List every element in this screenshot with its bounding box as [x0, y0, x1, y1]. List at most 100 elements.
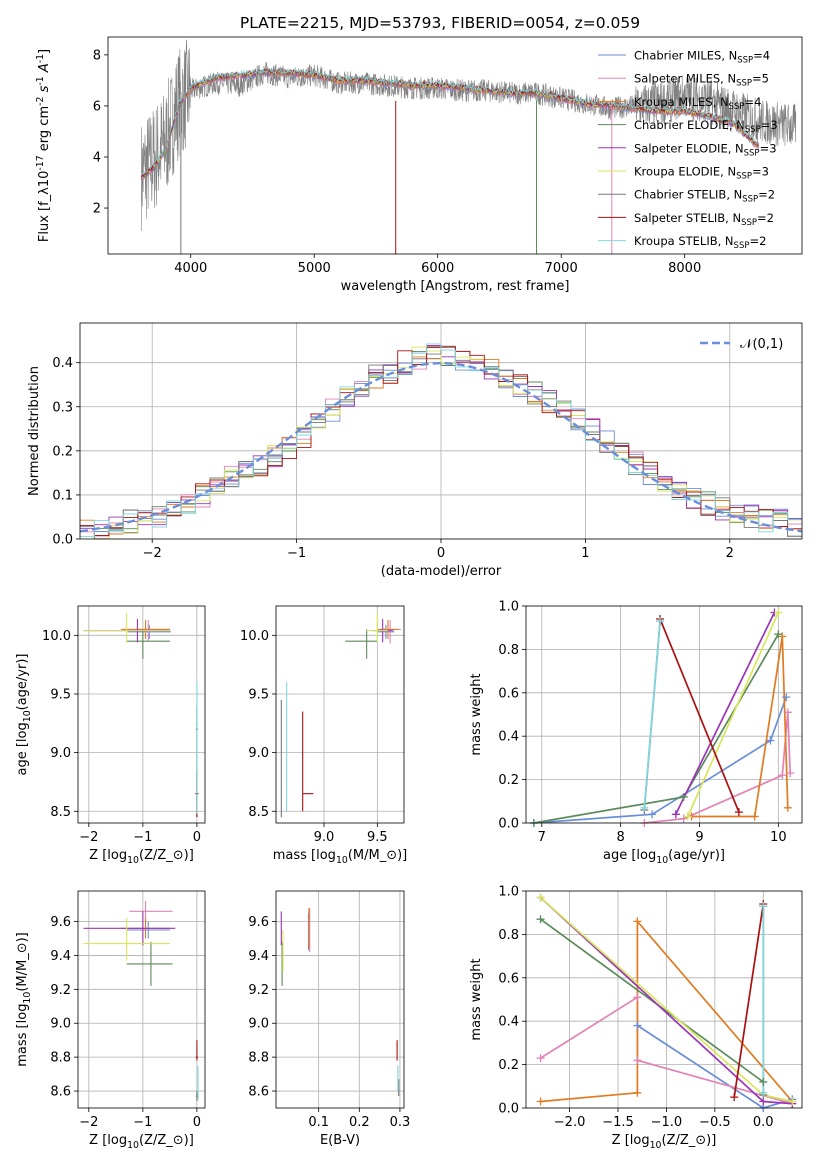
legend-entry-name: Chabrier ELODIE, N [634, 118, 745, 132]
axes-frame [79, 322, 803, 540]
axes-mass-vs-Z: −2 −1 0 8.6 8.8 9.0 9.2 9.4 9.6 Z [log10(Z/Z_⊙)] m… [15, 890, 206, 1151]
weight-marker [788, 1097, 797, 1106]
histogram-series [80, 343, 802, 537]
legend-entry: Chabrier ELODIE, NSSP=3 [634, 118, 778, 135]
y-tick-label: 9.2 [50, 983, 71, 998]
weight-line [691, 636, 789, 818]
y-tick-label: 0.4 [52, 356, 73, 371]
y-tick-label: 0.3 [52, 400, 73, 415]
legend-entry-count: =4 [753, 49, 770, 63]
x-tick-label: 9.5 [367, 830, 388, 845]
y-tick-label: 6 [93, 99, 101, 114]
x-tick-label: −1 [133, 1115, 152, 1130]
y-tick-label: 9.0 [50, 1017, 71, 1032]
legend-entry-name: Kroupa MILES, N [634, 95, 729, 109]
x-tick-label: 7 [538, 830, 546, 845]
y-tick-label: 0.2 [498, 1058, 519, 1073]
weight-marker [750, 812, 759, 821]
x-axis-label: Z [log10(Z/Z_⊙)] [612, 1133, 717, 1151]
x-tick-label: −1 [287, 546, 306, 561]
legend-entry-count: =2 [757, 211, 774, 225]
legend-entry: Chabrier MILES, NSSP=4 [634, 49, 770, 66]
y-tick-label: 4 [93, 150, 101, 165]
x-tick-label: 0.0 [753, 1115, 774, 1130]
weight-marker [671, 810, 680, 819]
y-tick-label: 8.8 [50, 1051, 71, 1066]
plot-area [526, 891, 802, 1108]
x-tick-label: 0.2 [349, 1115, 370, 1130]
x-tick-label: 0.1 [308, 1115, 329, 1130]
weight-marker [633, 1021, 642, 1030]
plot-area [78, 891, 205, 1108]
axes-frame [275, 890, 405, 1109]
y-tick-label: 9.0 [248, 746, 269, 761]
weight-line [733, 903, 765, 1098]
x-tick-label: −1.5 [602, 1115, 634, 1130]
y-tick-label: 8.6 [248, 1085, 269, 1100]
weight-line [643, 621, 661, 808]
x-tick-label: 9 [695, 830, 703, 845]
weight-marker [782, 693, 791, 702]
weight-line [675, 612, 776, 815]
figure-title: PLATE=2215, MJD=53793, FIBERID=0054, z=0… [240, 14, 640, 32]
x-tick-label: 5000 [298, 261, 331, 276]
y-tick-label: 0.6 [498, 971, 519, 986]
weight-marker [536, 1097, 545, 1106]
x-axis-label: E(B-V) [320, 1133, 360, 1148]
normal-curve [80, 361, 802, 533]
weight-marker [734, 808, 743, 817]
y-tick-label: 9.5 [50, 687, 71, 702]
weight-marker [633, 1088, 642, 1097]
weight-marker [633, 993, 642, 1002]
legend-entry: Salpeter STELIB, NSSP=2 [634, 211, 774, 228]
weight-line [540, 919, 793, 1103]
plot-area [80, 323, 802, 539]
y-tick-label: 9.6 [50, 915, 71, 930]
x-tick-label: 7000 [545, 261, 578, 276]
axes-age-vs-mass: 9.0 9.5 8.5 9.0 9.5 10.0 mass [log10(M/M_⊙)] [240, 605, 407, 866]
weight-marker [786, 769, 795, 778]
x-tick-label: −2.0 [554, 1115, 586, 1130]
x-tick-label: 0.3 [390, 1115, 411, 1130]
y-tick-label: 8.6 [50, 1085, 71, 1100]
x-axis-label: age [log10(age/yr)] [603, 848, 725, 866]
legend-entry: Kroupa ELODIE, NSSP=3 [634, 165, 769, 182]
y-tick-label: 0.4 [498, 730, 519, 745]
y-axis-label: mass weight [469, 673, 484, 755]
y-tick-label: 0.2 [498, 773, 519, 788]
plot-area [78, 606, 205, 823]
y-tick-label: 0.0 [498, 1102, 519, 1117]
axes-spectrum: 4000 5000 6000 7000 8000 2 4 6 8 wavelength [Angs… [35, 36, 803, 294]
x-tick-label: −1.0 [651, 1115, 683, 1130]
x-axis-label: (data-model)/error [381, 564, 502, 579]
y-tick-label: 8.5 [50, 805, 71, 820]
weight-line [659, 618, 740, 813]
weight-marker [774, 608, 783, 617]
weight-marker [633, 1056, 642, 1065]
x-tick-label: 1 [581, 546, 589, 561]
y-tick-label: 10.0 [42, 629, 71, 644]
x-tick-label: 0 [193, 830, 201, 845]
y-tick-label: 0.1 [52, 488, 73, 503]
legend-entry: Kroupa STELIB, NSSP=2 [634, 234, 766, 251]
weight-marker [536, 915, 545, 924]
spectrum-model-line [140, 67, 759, 178]
legend-entry-name: Chabrier MILES, N [634, 49, 737, 63]
x-tick-label: 10 [770, 830, 787, 845]
y-tick-label: 9.0 [50, 746, 71, 761]
y-tick-label: 2 [93, 202, 101, 217]
weight-marker [774, 630, 783, 639]
y-axis-label: Flux [f_λ10-17 erg cm-2 s-1 A-1] [35, 49, 52, 242]
axes-weight-vs-age: 7 8 9 10 0.0 0.2 0.4 0.6 0.8 1.0 age [log10(age/yr… [469, 600, 803, 866]
weight-marker [759, 1088, 768, 1097]
x-tick-label: 8000 [668, 261, 701, 276]
axes-residuals: −2 −1 0 1 2 0.0 0.1 0.2 0.3 0.4 (data-model)/error… [27, 322, 803, 579]
plot-area [526, 606, 802, 823]
weight-marker [648, 810, 657, 819]
weight-marker [766, 736, 775, 745]
weight-marker [778, 771, 787, 780]
legend-entry-name: Salpeter MILES, N [634, 72, 736, 86]
legend-entry-count: =3 [760, 141, 777, 155]
legend-entry-count: =4 [744, 95, 761, 109]
weight-marker [536, 1054, 545, 1063]
